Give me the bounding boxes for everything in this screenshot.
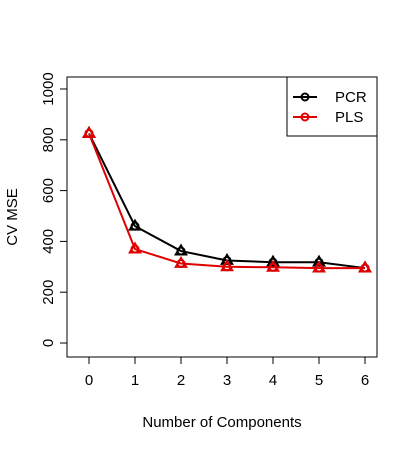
pls-triangle-marker [128,241,142,254]
pls-triangle-marker [174,255,188,268]
x-tick-label: 2 [177,372,185,389]
y-tick-label: 400 [40,229,57,254]
x-tick-label: 4 [269,372,277,389]
pls-triangle-marker [266,259,280,272]
x-tick-label: 0 [85,372,93,389]
x-axis: 0 1 2 3 4 5 6 [85,356,369,389]
x-axis-title: Number of Components [142,414,301,431]
pls-series-line [88,133,365,270]
y-axis-title: CV MSE [4,188,21,246]
pcr-triangle-marker [266,254,280,267]
pls-triangle-marker [82,125,96,138]
pls-triangle-marker [358,260,372,273]
legend-pcr-label: PCR [335,89,367,106]
legend-pcr-marker [300,92,310,102]
y-tick-label: 200 [40,280,57,305]
pcr-triangle-marker [312,254,326,267]
legend-pls-label: PLS [335,109,363,126]
x-tick-label: 3 [223,372,231,389]
x-tick-label: 6 [361,372,369,389]
legend: PCR PLS [286,76,378,137]
pls-triangle-marker [220,259,234,272]
y-axis: 0 200 400 600 800 1000 [40,72,68,347]
x-tick-label: 1 [131,372,139,389]
y-tick-label: 600 [40,178,57,203]
pls-triangle-marker [312,260,326,273]
legend-box [286,76,378,137]
y-tick-label: 1000 [40,72,57,105]
pcr-triangle-marker [174,243,188,256]
x-tick-label: 5 [315,372,323,389]
legend-pls-marker [300,112,310,122]
y-tick-label: 0 [40,339,57,347]
series-layer [82,125,372,273]
y-tick-label: 800 [40,127,57,152]
pcr-triangle-marker [128,218,142,231]
